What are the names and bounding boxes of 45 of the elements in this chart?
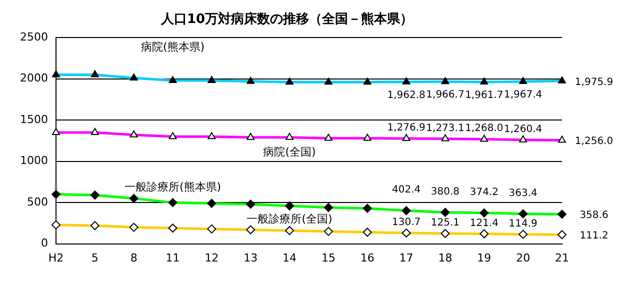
data-label: 1,276.9 [387, 122, 426, 134]
data-label: 1,967.4 [504, 90, 542, 101]
data-label: 125.1 [430, 217, 460, 228]
y-tick-label: 2000 [20, 72, 48, 85]
chart-title: 人口10万対病床数の推移（全国－熊本県） [160, 11, 414, 28]
y-tick-label: 1500 [20, 112, 48, 126]
data-label: 130.7 [392, 217, 421, 228]
x-tick-label: H2 [48, 251, 64, 264]
y-tick-label: 0 [40, 236, 48, 250]
x-tick-label: 15 [321, 251, 336, 264]
y-tick-label: 500 [26, 195, 48, 208]
data-label: 1,268.0 [465, 123, 504, 134]
series-label: 病院(全国) [263, 145, 316, 158]
x-tick-label: 12 [204, 251, 219, 264]
x-tick-label: 8 [130, 251, 138, 264]
series-label: 一般診療所(全国) [246, 212, 332, 226]
data-label: 1,273.1 [426, 122, 464, 134]
data-label: 1,975.9 [574, 76, 614, 88]
x-tick-label: 13 [244, 251, 258, 264]
data-label: 380.8 [430, 186, 460, 198]
data-label: 358.6 [580, 210, 608, 222]
data-label: 374.2 [470, 186, 498, 198]
data-label: 363.4 [508, 188, 538, 199]
data-label: 1,961.7 [465, 90, 504, 101]
x-tick-label: 11 [166, 251, 180, 264]
x-tick-label: 20 [516, 251, 530, 264]
x-tick-label: 14 [282, 251, 297, 264]
series-label: 一般診療所(熊本県) [124, 180, 222, 194]
data-label: 121.4 [470, 218, 498, 229]
x-tick-label: 19 [477, 251, 492, 264]
data-label: 1,966.7 [426, 90, 464, 101]
data-label: 111.2 [580, 230, 608, 242]
data-label: 402.4 [392, 184, 421, 196]
x-tick-label: 16 [360, 251, 374, 264]
data-label: 114.9 [508, 218, 538, 230]
x-tick-label: 5 [91, 251, 98, 264]
series-label: 病院(熊本県) [140, 40, 205, 54]
x-tick-label: 17 [399, 251, 414, 264]
y-tick-label: 1000 [20, 154, 48, 168]
data-label: 1,962.8 [387, 90, 426, 101]
x-tick-label: 18 [438, 251, 452, 264]
y-tick-label: 2500 [20, 30, 48, 44]
data-label: 1,256.0 [574, 136, 614, 148]
x-tick-label: 21 [555, 251, 569, 264]
data-label: 1,260.4 [504, 124, 542, 135]
